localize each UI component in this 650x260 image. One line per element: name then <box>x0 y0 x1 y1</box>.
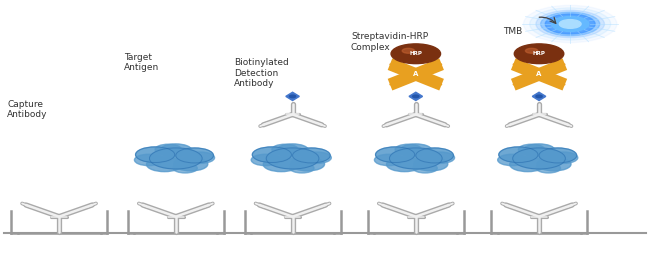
Circle shape <box>146 157 183 172</box>
Text: A: A <box>413 72 419 77</box>
Circle shape <box>155 144 181 155</box>
Polygon shape <box>532 92 546 101</box>
Text: TMB: TMB <box>503 27 523 36</box>
Circle shape <box>292 148 330 163</box>
Polygon shape <box>513 80 525 85</box>
Text: Capture
Antibody: Capture Antibody <box>7 100 47 119</box>
Circle shape <box>290 163 314 173</box>
Polygon shape <box>430 80 442 85</box>
Circle shape <box>537 157 571 171</box>
Circle shape <box>400 144 432 157</box>
Circle shape <box>541 12 600 36</box>
Circle shape <box>523 5 617 43</box>
Circle shape <box>395 144 421 155</box>
Circle shape <box>186 152 214 163</box>
Circle shape <box>510 157 546 172</box>
Circle shape <box>303 152 332 163</box>
Circle shape <box>414 157 448 171</box>
Circle shape <box>251 154 280 166</box>
Circle shape <box>536 10 604 38</box>
Polygon shape <box>390 64 402 69</box>
Text: Target
Antigen: Target Antigen <box>124 53 159 73</box>
Circle shape <box>426 152 454 163</box>
Circle shape <box>376 147 415 162</box>
Circle shape <box>174 157 208 171</box>
Circle shape <box>551 17 589 31</box>
Circle shape <box>389 148 442 169</box>
Circle shape <box>277 144 308 157</box>
Circle shape <box>559 20 581 28</box>
Circle shape <box>413 95 419 98</box>
Circle shape <box>536 163 560 173</box>
Circle shape <box>150 148 202 169</box>
Circle shape <box>539 148 577 163</box>
Circle shape <box>135 154 163 166</box>
Polygon shape <box>553 64 565 69</box>
Polygon shape <box>513 64 525 69</box>
Circle shape <box>374 154 403 166</box>
Circle shape <box>387 157 422 172</box>
Circle shape <box>536 95 542 98</box>
Text: Biotinylated
Detection
Antibody: Biotinylated Detection Antibody <box>234 58 289 88</box>
Circle shape <box>289 95 296 98</box>
Text: A: A <box>536 72 541 77</box>
Circle shape <box>514 44 564 64</box>
Circle shape <box>530 8 610 40</box>
Circle shape <box>176 148 213 163</box>
Polygon shape <box>286 92 299 101</box>
Circle shape <box>549 152 578 163</box>
Circle shape <box>391 44 441 64</box>
Circle shape <box>523 144 555 157</box>
Circle shape <box>416 148 454 163</box>
Circle shape <box>413 163 437 173</box>
Circle shape <box>291 157 324 171</box>
Circle shape <box>525 48 538 53</box>
Polygon shape <box>409 92 423 101</box>
Circle shape <box>545 14 595 34</box>
Circle shape <box>272 144 298 155</box>
Polygon shape <box>553 80 565 85</box>
Circle shape <box>518 144 545 155</box>
Circle shape <box>263 157 300 172</box>
Text: HRP: HRP <box>410 51 422 56</box>
Circle shape <box>173 163 197 173</box>
Text: HRP: HRP <box>532 51 545 56</box>
Polygon shape <box>430 64 442 69</box>
Text: Streptavidin-HRP
Complex: Streptavidin-HRP Complex <box>351 32 428 52</box>
Polygon shape <box>390 80 402 85</box>
Circle shape <box>136 147 175 162</box>
Circle shape <box>252 147 291 162</box>
Circle shape <box>266 148 319 169</box>
Circle shape <box>402 48 415 53</box>
Circle shape <box>498 154 527 166</box>
Circle shape <box>160 144 192 157</box>
Circle shape <box>513 148 566 169</box>
Circle shape <box>499 147 538 162</box>
